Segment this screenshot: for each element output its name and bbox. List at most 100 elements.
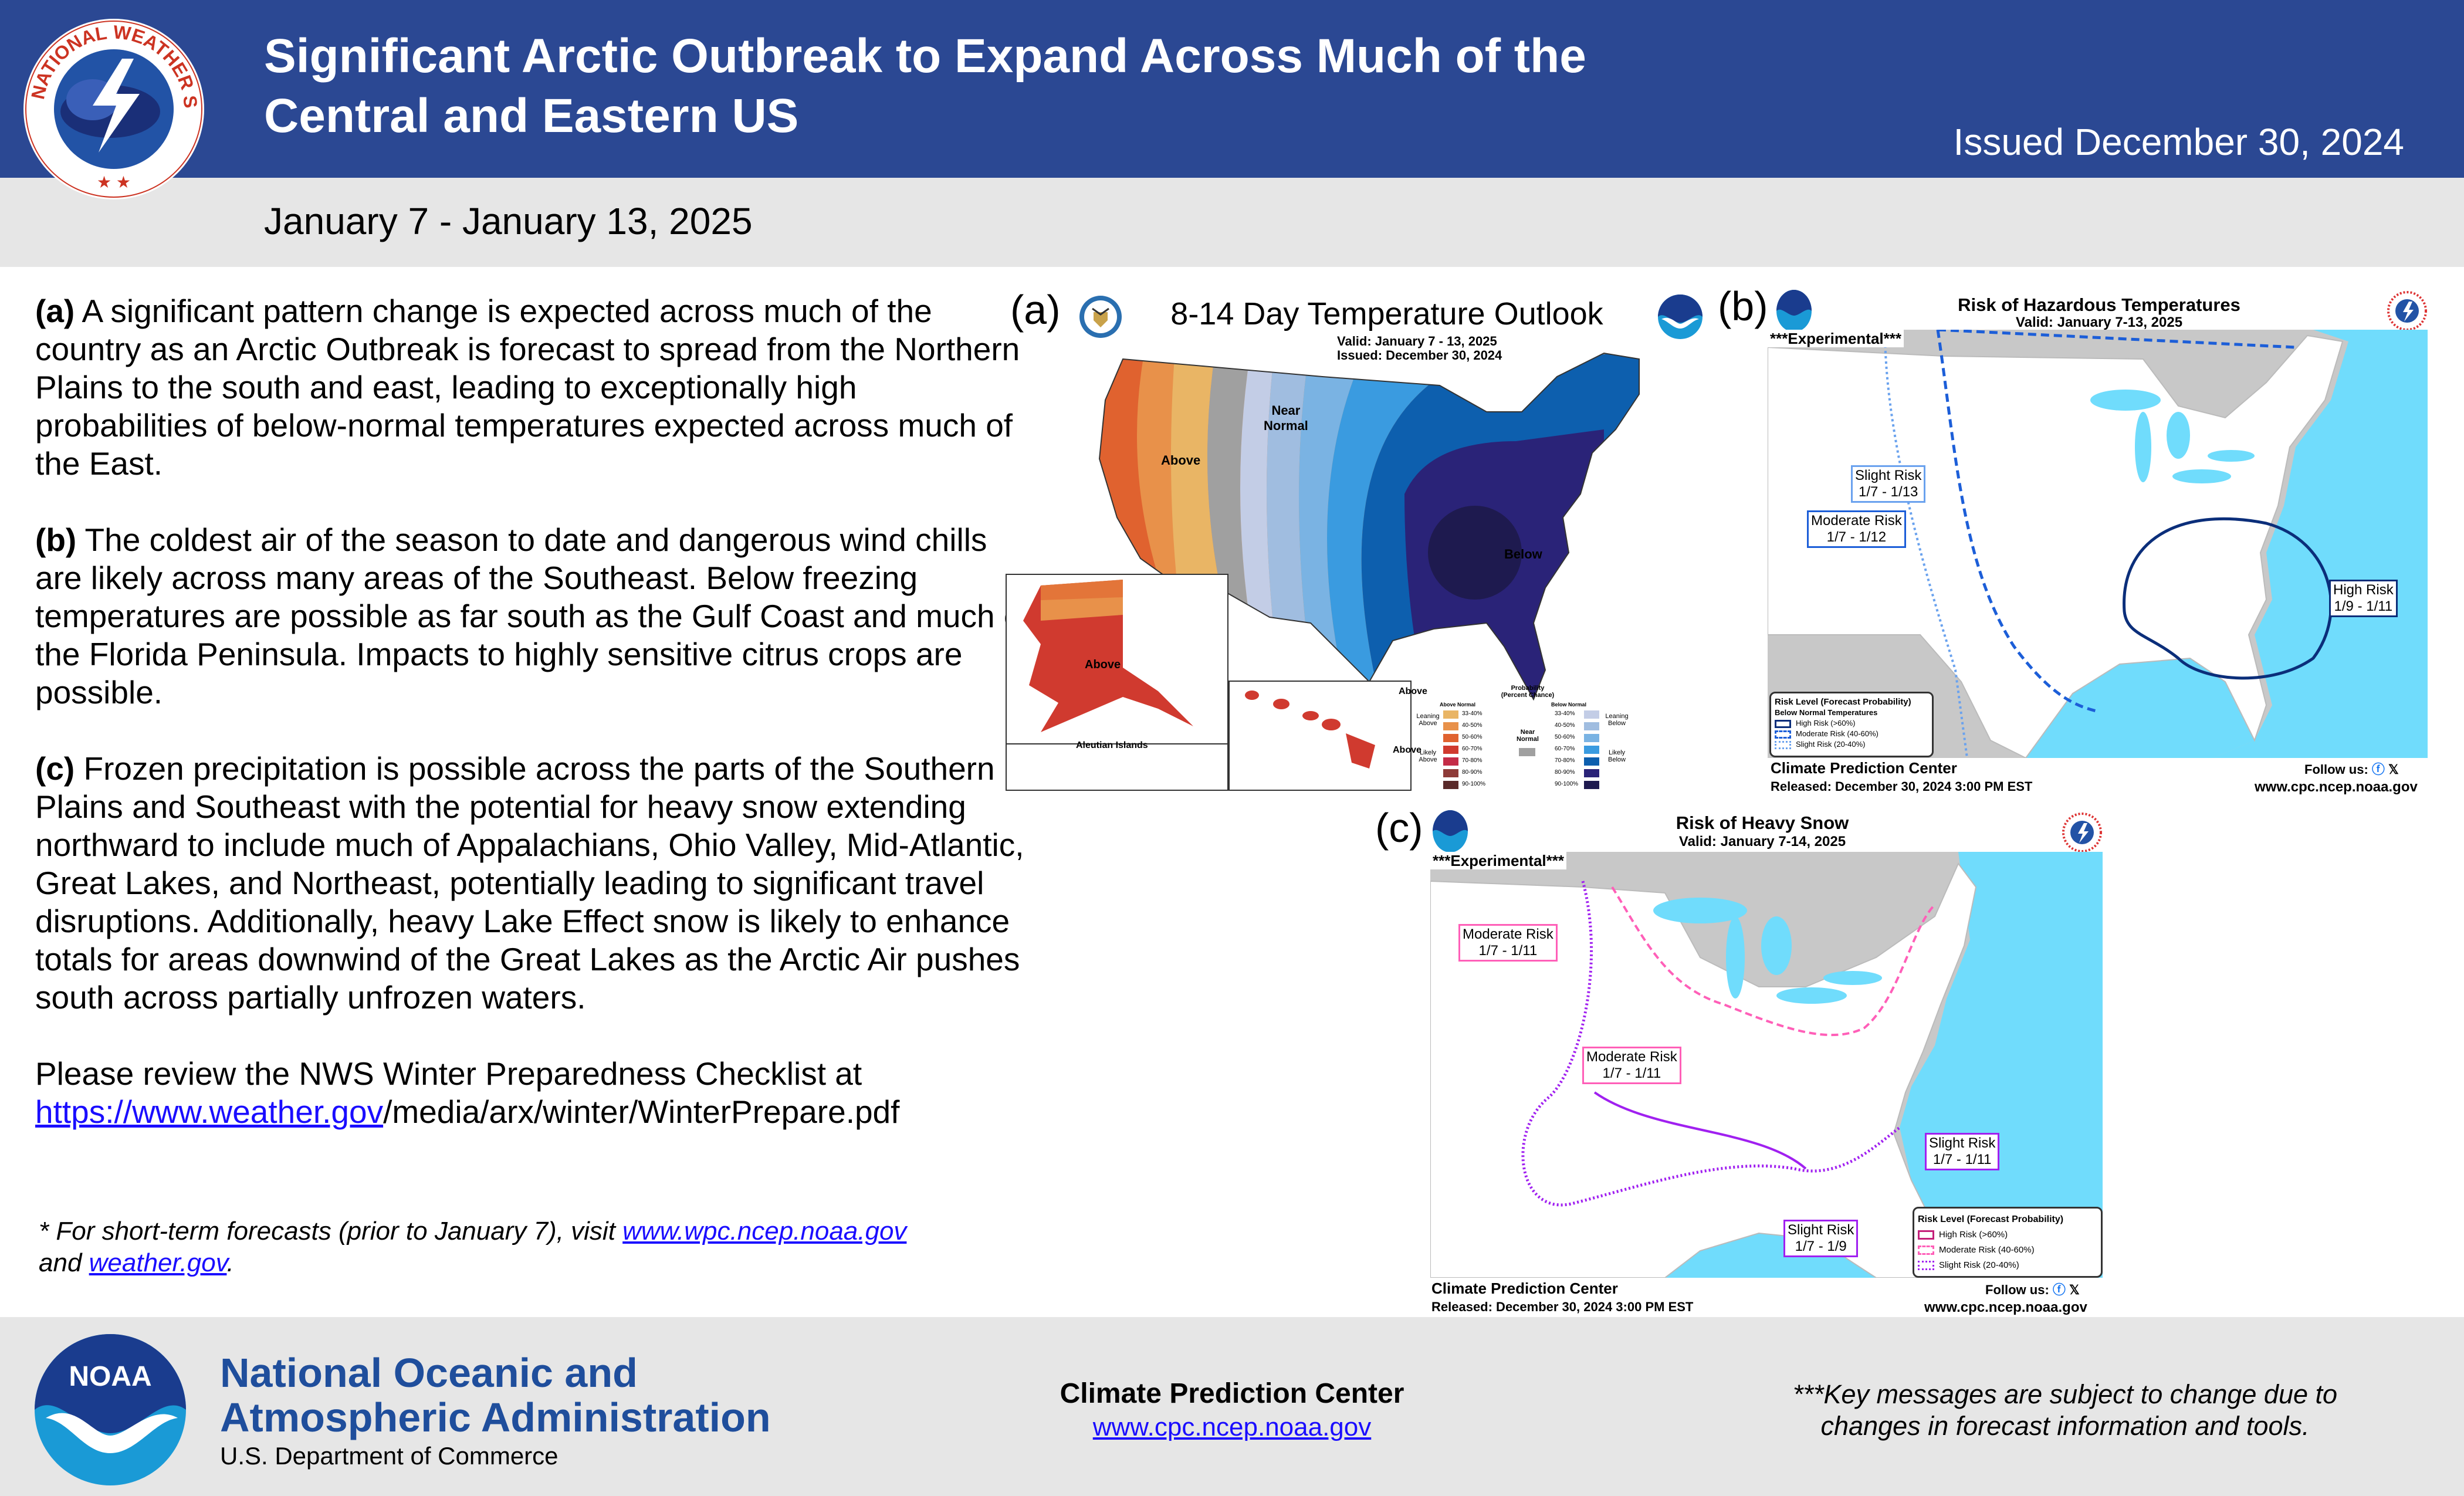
slight-risk-label: Slight Risk 1/7 - 1/11 [1925, 1133, 2000, 1170]
risk-legend: Risk Level (Forecast Probability) Below … [1769, 692, 1934, 757]
legend-title: Risk Level (Forecast Probability) [1775, 697, 1911, 707]
below-swatch [1584, 757, 1599, 766]
great-lakes [1653, 898, 1882, 1004]
legend-text: High Risk (>60%) [1796, 719, 1856, 727]
hawaii-above-label: Above [1393, 745, 1421, 755]
x-icon[interactable]: 𝕏 [2388, 762, 2399, 777]
cpc-footer-link[interactable]: www.cpc.ncep.noaa.gov [1092, 1413, 1372, 1441]
high-swatch [1775, 719, 1791, 728]
commerce-seal-icon [1079, 296, 1122, 338]
wpc-link[interactable]: www.wpc.ncep.noaa.gov [622, 1217, 907, 1245]
high-risk-contour [2123, 517, 2333, 680]
below-swatch [1584, 722, 1599, 730]
legend-item-slight: Slight Risk (20-40%) [1775, 739, 1928, 750]
risk-dates: 1/7 - 1/9 [1795, 1238, 1847, 1254]
legend-text: Moderate Risk (40-60%) [1796, 729, 1879, 738]
message-text: Frozen precipitation is possible across … [35, 750, 1024, 1016]
message-b: (b) The coldest air of the season to dat… [35, 521, 1033, 712]
moderate-swatch [1775, 730, 1791, 739]
above-bin-label: 33-40% [1462, 710, 1483, 717]
risk-name: Slight Risk [1788, 1222, 1854, 1238]
high-swatch [1918, 1230, 1934, 1240]
cpc-label: Climate Prediction Center [1771, 759, 1957, 777]
risk-dates: 1/7 - 1/13 [1858, 484, 1918, 500]
legend-text: Slight Risk (20-40%) [1796, 740, 1866, 749]
weather-gov-link[interactable]: weather.gov [89, 1248, 227, 1277]
legend-item-moderate: Moderate Risk (40-60%) [1775, 729, 1928, 739]
risk-dates: 1/7 - 1/11 [1932, 1152, 1992, 1167]
moderate-swatch [1918, 1245, 1934, 1255]
above-header: Above Normal [1440, 702, 1476, 708]
map-validity: Valid: January 7 - 13, 2025 Issued: Decem… [1337, 334, 1502, 363]
slight-risk-contour [1884, 330, 1968, 758]
conus-outlook-map [1098, 352, 1640, 701]
cpc-label: Climate Prediction Center [1431, 1280, 1618, 1297]
released-text: Released: December 30, 2024 3:00 PM EST [1431, 1299, 1694, 1314]
below-swatch [1584, 734, 1599, 742]
checklist-note: Please review the NWS Winter Preparednes… [35, 1055, 1033, 1131]
checklist-path: /media/arx/winter/WinterPrepare.pdf [383, 1094, 900, 1130]
cpc-url[interactable]: www.cpc.ncep.noaa.gov [2255, 779, 2418, 795]
above-swatch [1443, 769, 1458, 777]
cpc-url[interactable]: www.cpc.ncep.noaa.gov [1924, 1299, 2087, 1315]
slight-risk-label: Slight Risk 1/7 - 1/9 [1783, 1220, 1859, 1257]
alaska-inset [1006, 574, 1228, 791]
below-bin-label: 80-90% [1555, 769, 1575, 776]
leaning-above-label: Leaning Above [1416, 713, 1440, 727]
below-bin-label: 60-70% [1555, 746, 1575, 752]
likely-below-label: Likely Below [1608, 749, 1626, 763]
follow-text: Follow us: [2304, 762, 2368, 777]
note-text: and [39, 1248, 89, 1277]
moderate-risk-contour [1611, 886, 1936, 1037]
disclaimer-line-2: changes in forecast information and tool… [1820, 1411, 2310, 1441]
below-header: Below Normal [1551, 702, 1587, 708]
legend-title: Risk Level (Forecast Probability) [1918, 1214, 2064, 1224]
noaa-name: National Oceanic and Atmospheric Administ… [220, 1351, 771, 1440]
probability-legend: Probability (Percent Chance) Above Normal… [1416, 685, 1698, 796]
below-swatch [1584, 769, 1599, 777]
legend-item-high: High Risk (>60%) [1775, 718, 1928, 729]
x-icon[interactable]: 𝕏 [2069, 1282, 2080, 1297]
noaa-logo-icon: NOAA [35, 1334, 186, 1485]
above-swatch [1443, 781, 1458, 789]
legend-item-slight: Slight Risk (20-40%) [1918, 1258, 2097, 1273]
noaa-logo-icon [1433, 810, 1468, 852]
disclaimer-line-1: ***Key messages are subject to change du… [1792, 1379, 2338, 1409]
page-title: Significant Arctic Outbreak to Expand Ac… [264, 26, 1848, 146]
below-label: Below [1504, 547, 1542, 561]
facebook-icon[interactable]: ⓕ [2371, 762, 2385, 777]
svg-text:★ ★: ★ ★ [97, 173, 131, 191]
above-swatch [1443, 746, 1458, 754]
key-messages: (a) A significant pattern change is expe… [35, 292, 1033, 1169]
disclaimer: ***Key messages are subject to change du… [1701, 1379, 2429, 1442]
title-line-1: Significant Arctic Outbreak to Expand Ac… [264, 29, 1586, 83]
slight-risk-label: Slight Risk 1/7 - 1/13 [1851, 465, 1926, 503]
above-bin-label: 70-80% [1462, 757, 1483, 764]
map-title: Risk of Heavy Snow [1676, 813, 1849, 833]
below-swatch [1584, 710, 1599, 719]
near-normal-label: Near Normal [1517, 729, 1539, 743]
map-valid: Valid: January 7-13, 2025 [2015, 314, 2183, 330]
risk-dates: 1/9 - 1/11 [2334, 598, 2393, 614]
note-text: * For short-term forecasts (prior to Jan… [39, 1217, 623, 1245]
hawaii-above-label: Above [1399, 686, 1427, 696]
message-c: (c) Frozen precipitation is possible acr… [35, 750, 1033, 1017]
risk-dates: 1/7 - 1/11 [1602, 1065, 1661, 1081]
panel-label-a: (a) [1010, 287, 1061, 333]
legend-text: Slight Risk (20-40%) [1939, 1260, 2019, 1270]
facebook-icon[interactable]: ⓕ [2052, 1282, 2066, 1297]
message-label: (c) [35, 750, 75, 787]
legend-item-moderate: Moderate Risk (40-60%) [1918, 1243, 2097, 1258]
checklist-link[interactable]: https://www.weather.gov [35, 1094, 384, 1130]
above-label: Above [1161, 453, 1201, 468]
risk-name: Moderate Risk [1586, 1049, 1677, 1065]
above-bin-label: 90-100% [1462, 781, 1486, 787]
near-normal-swatch [1519, 748, 1535, 756]
legend-text: Moderate Risk (40-60%) [1939, 1245, 2035, 1255]
panel-label-b: (b) [1718, 283, 1768, 329]
short-term-note: * For short-term forecasts (prior to Jan… [39, 1216, 1036, 1279]
legend-title-2: (Percent Chance) [1501, 692, 1555, 699]
risk-dates: 1/7 - 1/11 [1478, 943, 1538, 959]
moderate-risk-contour [1936, 330, 2296, 713]
below-bin-label: 90-100% [1555, 781, 1579, 787]
